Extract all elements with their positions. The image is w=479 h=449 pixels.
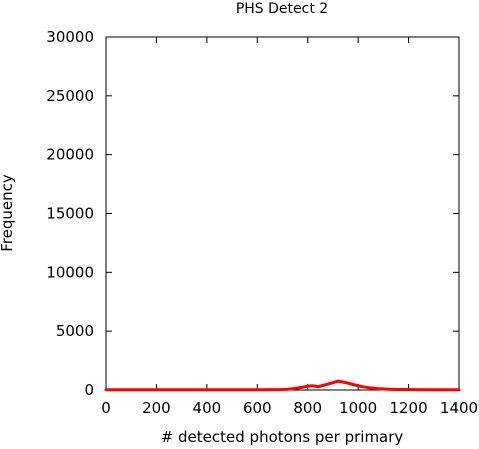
y-tick-label: 20000 [46, 146, 94, 164]
x-axis-tick-labels: 0 200 400 600 800 1000 1200 1400 [101, 399, 478, 417]
series-line-0 [104, 379, 461, 392]
y-axis-title: Frequency [0, 174, 16, 252]
x-tick-label: 800 [293, 399, 322, 417]
y-tick-label: 30000 [46, 28, 94, 46]
x-tick-label: 600 [243, 399, 272, 417]
y-tick-label: 5000 [56, 322, 94, 340]
x-tick-label: 1400 [440, 399, 478, 417]
y-tick-label: 15000 [46, 205, 94, 223]
axis-ticks [105, 36, 460, 391]
x-tick-label: 1000 [339, 399, 377, 417]
x-tick-label: 0 [101, 399, 111, 417]
y-tick-label: 25000 [46, 87, 94, 105]
plot-frame [105, 36, 460, 391]
y-axis-tick-labels: 0 5000 10000 15000 20000 25000 30000 [46, 28, 94, 399]
x-tick-label: 400 [193, 399, 222, 417]
y-tick-label: 0 [84, 381, 94, 399]
y-tick-label: 10000 [46, 263, 94, 281]
x-axis-title: # detected photons per primary [161, 428, 404, 445]
chart-title: PHS Detect 2 [236, 1, 328, 17]
x-tick-label: 200 [142, 399, 171, 417]
series-layer [104, 379, 461, 392]
x-tick-label: 1200 [389, 399, 427, 417]
